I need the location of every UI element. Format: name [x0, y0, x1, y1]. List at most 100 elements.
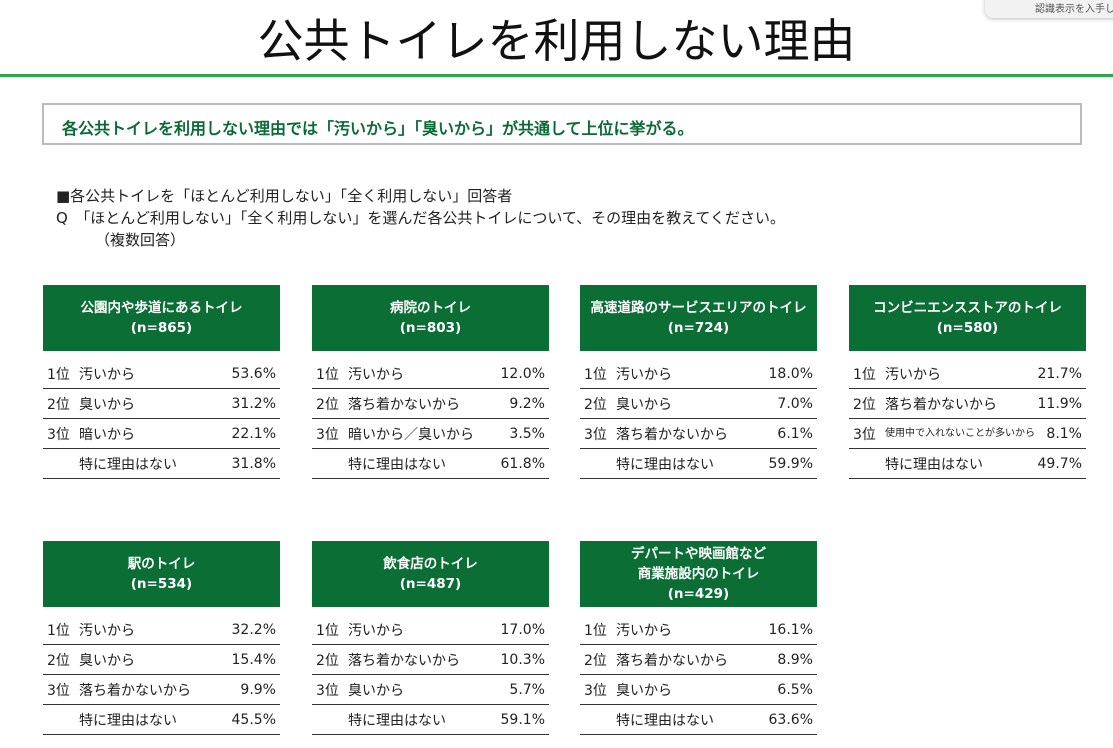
- sample-size: (n=803): [399, 320, 462, 336]
- respondent-target: ■各公共トイレを「ほとんど利用しない」「全く利用しない」回答者: [56, 187, 513, 205]
- toilet-card: 駅のトイレ (n=534) 1位 汚いから 32.2% 2位 臭いから 15.4% 3位 落ち着か…: [43, 541, 280, 735]
- ranking-row: 3位 落ち着かないから 9.9%: [43, 675, 280, 705]
- ranking-row: 1位 汚いから 53.6%: [43, 359, 280, 389]
- ranking-row: 3位 臭いから 5.7%: [312, 675, 549, 705]
- ranking-row: 特に理由はない 31.8%: [43, 449, 280, 479]
- percentage: 12.0%: [500, 365, 545, 382]
- ranking-row: 2位 落ち着かないから 8.9%: [580, 645, 817, 675]
- sample-size: (n=580): [936, 320, 999, 336]
- reason: 使用中で入れないことが多いから: [885, 428, 1035, 439]
- rank: 3位: [47, 426, 70, 443]
- reason: 落ち着かないから: [348, 652, 460, 669]
- reason: 暗いから／臭いから: [348, 426, 474, 443]
- reason: 特に理由はない: [885, 456, 983, 473]
- ranking-row: 特に理由はない 45.5%: [43, 705, 280, 735]
- ranking-row: 2位 落ち着かないから 9.2%: [312, 389, 549, 419]
- card-header: コンビニエンスストアのトイレ (n=580): [849, 285, 1086, 351]
- ranking-row: 特に理由はない 59.9%: [580, 449, 817, 479]
- reason: 落ち着かないから: [348, 396, 460, 413]
- toilet-card: 高速道路のサービスエリアのトイレ (n=724) 1位 汚いから 18.0% 2位 臭いから…: [580, 285, 817, 479]
- popup-text: 認識表示を入手し: [1035, 4, 1113, 15]
- card-header: 高速道路のサービスエリアのトイレ (n=724): [580, 285, 817, 351]
- card-header: 飲食店のトイレ (n=487): [312, 541, 549, 607]
- reason: 汚いから: [616, 366, 672, 383]
- rank: 3位: [853, 426, 876, 443]
- rank: 3位: [316, 682, 339, 699]
- ranking-row: 特に理由はない 63.6%: [580, 705, 817, 735]
- reason: 汚いから: [348, 366, 404, 383]
- rank: 3位: [316, 426, 339, 443]
- toilet-card: 病院のトイレ (n=803) 1位 汚いから 12.0% 2位 落ち着かないから 9.2% 3位…: [312, 285, 549, 479]
- title-divider: [0, 74, 1113, 77]
- percentage: 3.5%: [509, 425, 545, 442]
- percentage: 31.8%: [231, 455, 276, 472]
- rank: 2位: [584, 396, 607, 413]
- card-header: デパートや映画館など 商業施設内のトイレ (n=429): [580, 541, 817, 607]
- percentage: 8.9%: [777, 651, 813, 668]
- summary-box: 各公共トイレを利用しない理由では「汚いから」「臭いから」が共通して上位に挙がる。: [42, 103, 1082, 145]
- percentage: 11.9%: [1037, 395, 1082, 412]
- reason: 汚いから: [616, 622, 672, 639]
- reason: 特に理由はない: [616, 712, 714, 729]
- reason: 臭いから: [79, 396, 135, 413]
- percentage: 7.0%: [777, 395, 813, 412]
- page-title: 公共トイレを利用しない理由: [257, 14, 856, 68]
- ranking-row: 2位 臭いから 15.4%: [43, 645, 280, 675]
- rank: 2位: [316, 652, 339, 669]
- rank: 1位: [584, 622, 607, 639]
- ranking-row: 特に理由はない 49.7%: [849, 449, 1086, 479]
- percentage: 6.1%: [777, 425, 813, 442]
- ranking-row: 1位 汚いから 21.7%: [849, 359, 1086, 389]
- sample-size: (n=534): [130, 576, 193, 592]
- notification-popup[interactable]: 認識表示を入手し: [985, 0, 1113, 18]
- reason: 臭いから: [348, 682, 404, 699]
- ranking-row: 特に理由はない 59.1%: [312, 705, 549, 735]
- ranking-row: 1位 汚いから 17.0%: [312, 615, 549, 645]
- percentage: 6.5%: [777, 681, 813, 698]
- percentage: 45.5%: [231, 711, 276, 728]
- percentage: 10.3%: [500, 651, 545, 668]
- card-title: 病院のトイレ: [390, 300, 471, 316]
- sample-size: (n=865): [130, 320, 193, 336]
- reason: 臭いから: [616, 682, 672, 699]
- toilet-card: コンビニエンスストアのトイレ (n=580) 1位 汚いから 21.7% 2位 落ち着かない…: [849, 285, 1086, 479]
- percentage: 32.2%: [231, 621, 276, 638]
- reason: 汚いから: [348, 622, 404, 639]
- percentage: 18.0%: [768, 365, 813, 382]
- rank: 2位: [853, 396, 876, 413]
- reason: 暗いから: [79, 426, 135, 443]
- percentage: 61.8%: [500, 455, 545, 472]
- card-title: コンビニエンスストアのトイレ: [873, 300, 1062, 316]
- reason: 落ち着かないから: [885, 396, 997, 413]
- rank: 2位: [584, 652, 607, 669]
- reason: 落ち着かないから: [616, 426, 728, 443]
- card-title: 公園内や歩道にあるトイレ: [80, 300, 243, 316]
- toilet-card: 飲食店のトイレ (n=487) 1位 汚いから 17.0% 2位 落ち着かないから 10.3%…: [312, 541, 549, 735]
- card-title: 駅のトイレ: [127, 556, 196, 572]
- rank: 3位: [584, 426, 607, 443]
- reason: 落ち着かないから: [79, 682, 191, 699]
- percentage: 31.2%: [231, 395, 276, 412]
- rank: 2位: [47, 396, 70, 413]
- reason: 特に理由はない: [348, 712, 446, 729]
- question-note: （複数回答）: [95, 231, 186, 249]
- reason: 落ち着かないから: [616, 652, 728, 669]
- percentage: 49.7%: [1037, 455, 1082, 472]
- ranking-row: 1位 汚いから 12.0%: [312, 359, 549, 389]
- reason: 特に理由はない: [348, 456, 446, 473]
- ranking-row: 2位 臭いから 7.0%: [580, 389, 817, 419]
- reason: 臭いから: [79, 652, 135, 669]
- percentage: 63.6%: [768, 711, 813, 728]
- percentage: 22.1%: [231, 425, 276, 442]
- ranking-row: 1位 汚いから 16.1%: [580, 615, 817, 645]
- rank: 2位: [47, 652, 70, 669]
- card-title: 飲食店のトイレ: [383, 556, 478, 572]
- ranking-row: 2位 落ち着かないから 11.9%: [849, 389, 1086, 419]
- ranking-row: 2位 落ち着かないから 10.3%: [312, 645, 549, 675]
- reason: 特に理由はない: [79, 456, 177, 473]
- rank: 1位: [584, 366, 607, 383]
- sample-size: (n=429): [667, 586, 730, 602]
- reason: 汚いから: [885, 366, 941, 383]
- ranking-row: 特に理由はない 61.8%: [312, 449, 549, 479]
- percentage: 17.0%: [500, 621, 545, 638]
